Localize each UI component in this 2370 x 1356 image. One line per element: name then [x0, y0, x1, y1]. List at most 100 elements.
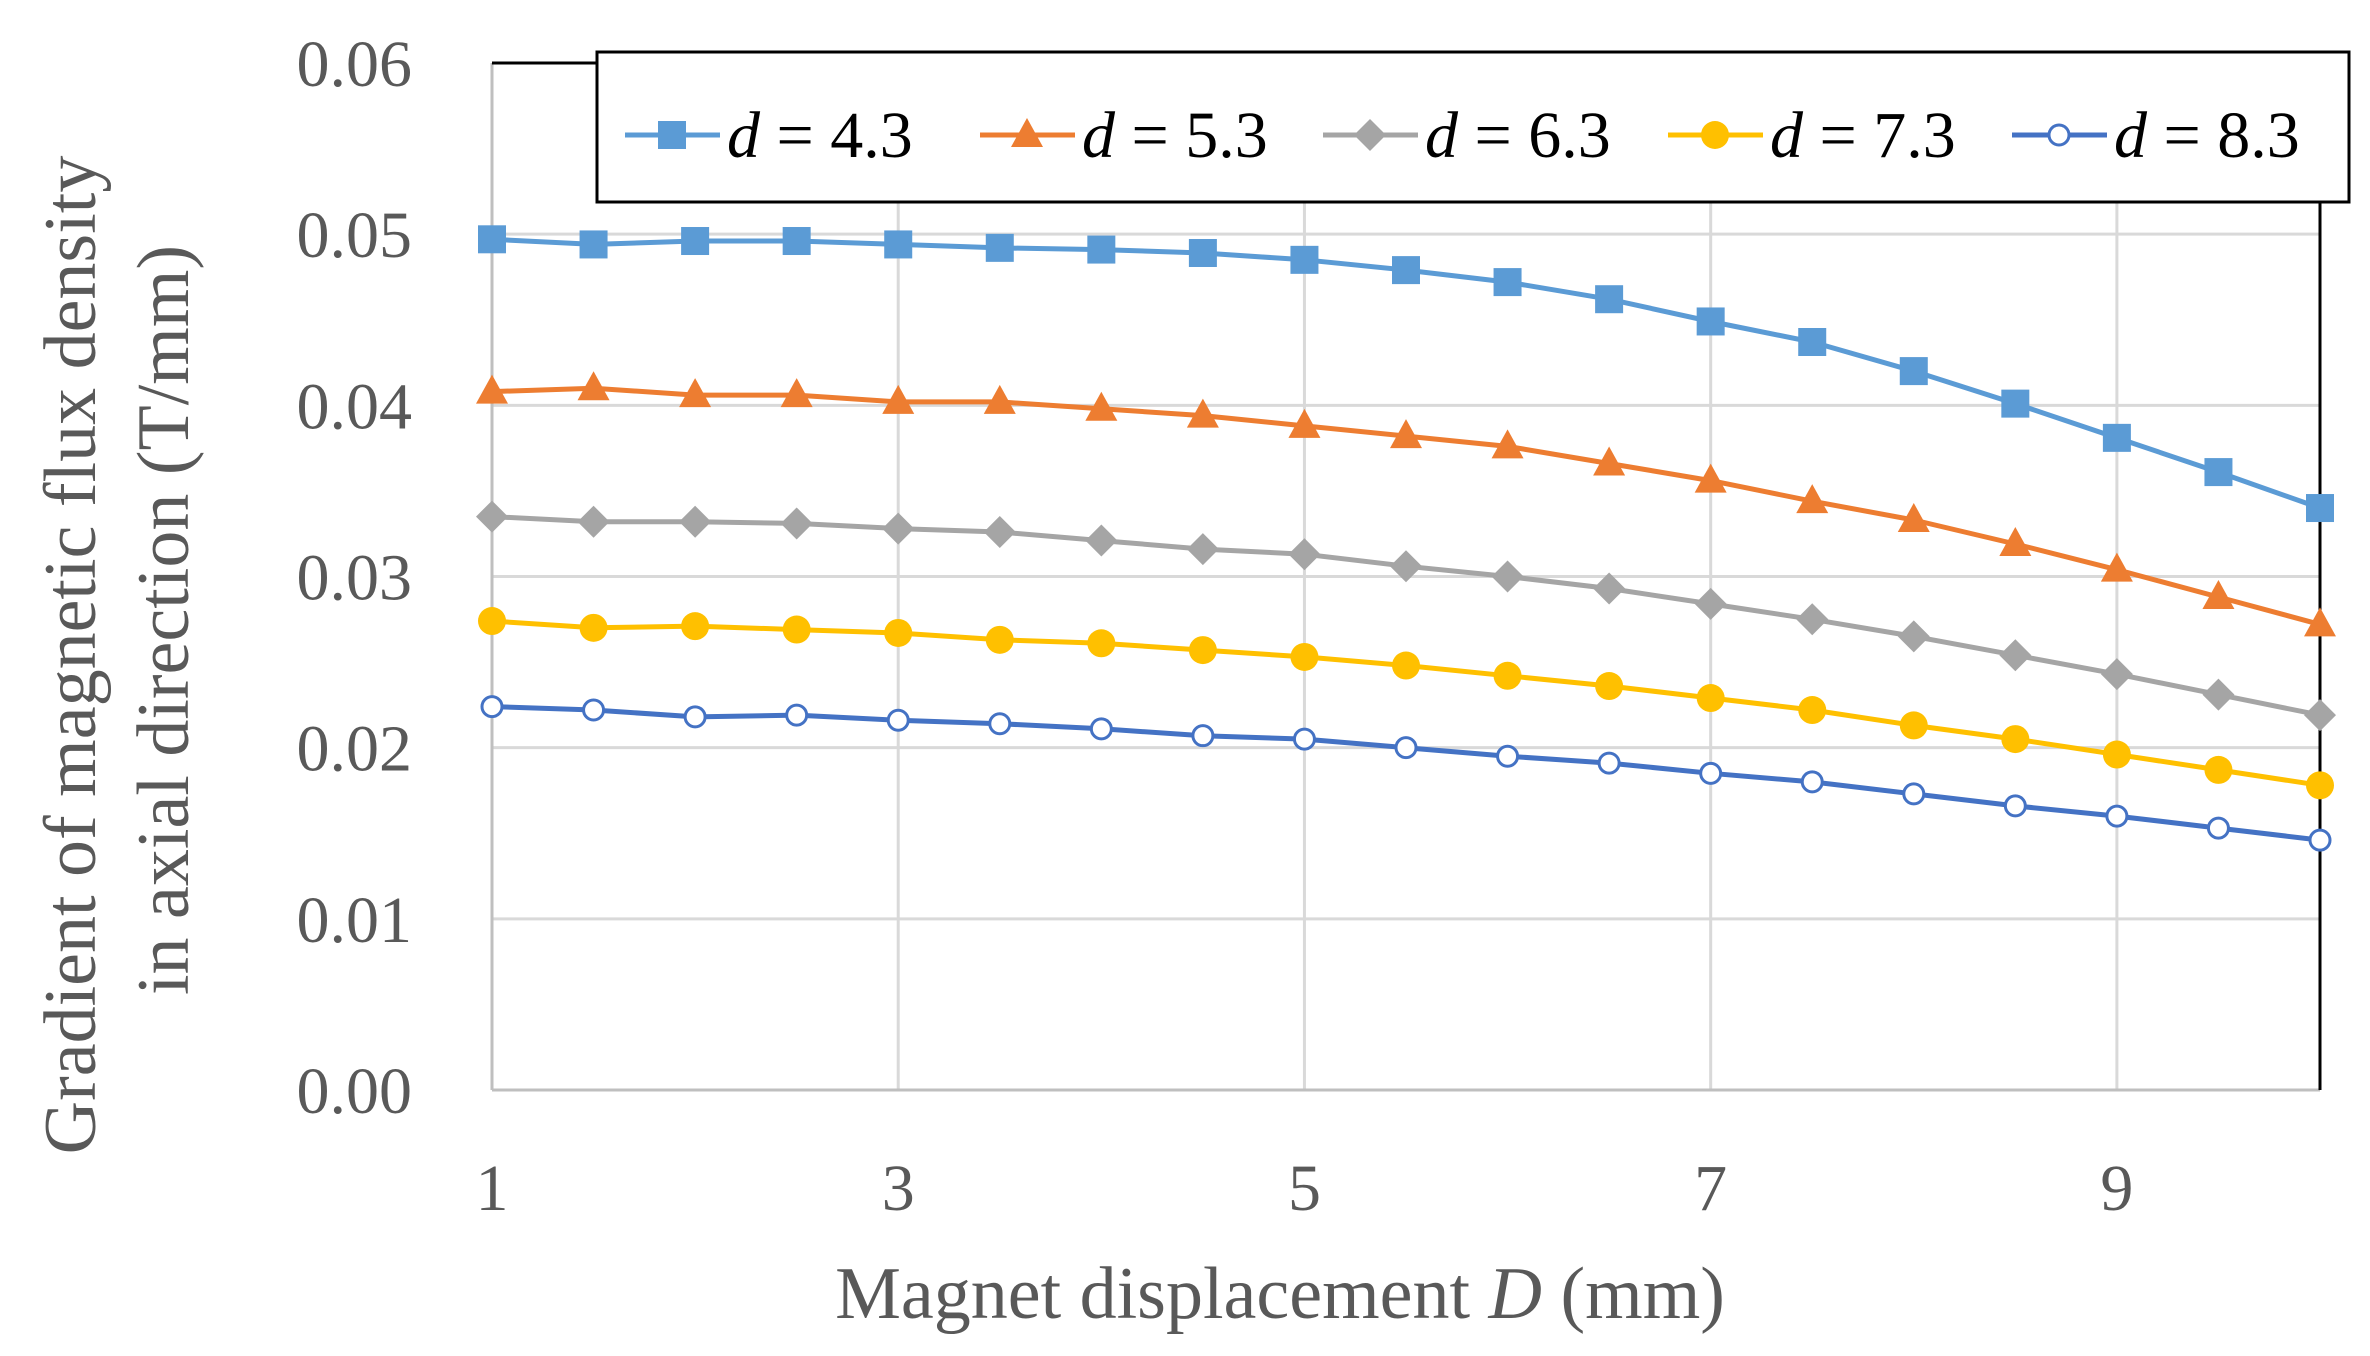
data-point [683, 705, 707, 729]
data-point [1186, 398, 1219, 428]
data-point [1085, 391, 1118, 421]
x-axis-title-unit: (mm) [1542, 1253, 1725, 1335]
data-point [681, 612, 710, 641]
data-point [785, 703, 809, 727]
data-point [1696, 307, 1725, 336]
legend-label-value: = 4.3 [760, 99, 913, 172]
legend-label: d = 6.3 [1425, 99, 1611, 172]
data-point [884, 618, 913, 647]
legend-marker [1011, 118, 1043, 147]
legend-label-var: d [2114, 99, 2148, 172]
data-point [577, 505, 610, 538]
data-point [2100, 552, 2133, 582]
data-point [679, 378, 712, 408]
data-point [2202, 678, 2235, 711]
data-point [1999, 639, 2032, 672]
legend-entry: d = 7.3 [1668, 99, 1956, 172]
data-point [2001, 389, 2030, 418]
data-point [2102, 423, 2131, 452]
y-axis-title-line2: in axial direction (T/mm) [123, 245, 205, 995]
legend-label: d = 8.3 [2114, 99, 2300, 172]
data-point [983, 515, 1016, 548]
data-point [2003, 794, 2027, 818]
data-point [476, 374, 508, 404]
data-point [782, 615, 811, 644]
y-tick-label: 0.05 [297, 199, 413, 272]
data-point [1087, 629, 1116, 658]
data-point [2001, 725, 2030, 754]
legend-marker [1354, 119, 1386, 151]
data-point [1491, 560, 1524, 593]
data-point [882, 512, 915, 545]
data-point [1392, 651, 1420, 680]
data-point [1999, 526, 2032, 556]
data-point [679, 505, 712, 538]
data-point [1593, 572, 1626, 605]
legend-entry: d = 4.3 [625, 99, 913, 172]
series-2 [476, 371, 2336, 637]
y-tick-label: 0.01 [297, 884, 413, 957]
x-axis-title-variable: D [1488, 1253, 1542, 1335]
data-point [2306, 494, 2334, 523]
data-point [1699, 761, 1723, 785]
legend-label-var: d [1425, 99, 1459, 172]
data-point [1290, 245, 1319, 274]
y-tick-label: 0.00 [297, 1055, 413, 1128]
data-point [1085, 524, 1118, 557]
data-point [1694, 463, 1727, 493]
data-point [2304, 607, 2336, 637]
y-axis-title-line1: Gradient of magnetic flux density [30, 156, 112, 1155]
data-point [478, 607, 506, 636]
data-point [886, 708, 910, 732]
data-point [1798, 328, 1827, 357]
legend-label-value: = 6.3 [1458, 99, 1611, 172]
y-tick-label: 0.02 [297, 713, 413, 786]
data-point [480, 695, 504, 719]
data-point [2202, 580, 2235, 610]
data-point [2204, 458, 2233, 487]
data-point [1899, 711, 1928, 740]
data-point [1394, 736, 1418, 760]
x-tick-label: 1 [476, 1152, 509, 1225]
data-point [2206, 816, 2230, 840]
data-point [2304, 699, 2336, 732]
data-point [780, 507, 813, 540]
tick-labels: 0.00 0.01 0.02 0.03 0.04 0.05 0.06 1 3 5 7 9 [297, 28, 2134, 1225]
y-tick-label: 0.04 [297, 370, 413, 443]
series-3 [476, 500, 2336, 732]
data-point [579, 613, 608, 642]
series-5 [480, 695, 2332, 852]
data-point [1493, 268, 1522, 297]
data-point [1694, 587, 1727, 620]
legend-label: d = 4.3 [727, 99, 913, 172]
data-point [1595, 285, 1624, 314]
y-tick-label: 0.06 [297, 28, 413, 101]
legend-label-var: d [727, 99, 761, 172]
data-point [985, 625, 1014, 654]
x-tick-label: 9 [2100, 1152, 2133, 1225]
data-point [1087, 235, 1116, 264]
x-tick-label: 5 [1288, 1152, 1321, 1225]
legend-entry: d = 8.3 [2012, 99, 2300, 172]
data-point [882, 384, 915, 414]
data-point [1798, 696, 1827, 725]
data-point [681, 227, 710, 256]
data-point [1392, 256, 1420, 285]
legend-marker [2047, 123, 2071, 147]
data-point [988, 712, 1012, 736]
data-point [780, 378, 813, 408]
data-point [476, 500, 508, 533]
legend-label: d = 5.3 [1082, 99, 1268, 172]
legend-entry: d = 5.3 [980, 99, 1268, 172]
x-tick-label: 7 [1694, 1152, 1727, 1225]
data-point [782, 227, 811, 256]
x-tick-label: 3 [882, 1152, 915, 1225]
data-point [1800, 770, 1824, 794]
data-point [1897, 503, 1930, 533]
data-point [1897, 620, 1930, 653]
x-axis-title: Magnet displacement D (mm) [835, 1253, 1725, 1335]
data-point [983, 384, 1016, 414]
data-point [1188, 238, 1217, 267]
data-point [1902, 782, 1926, 806]
